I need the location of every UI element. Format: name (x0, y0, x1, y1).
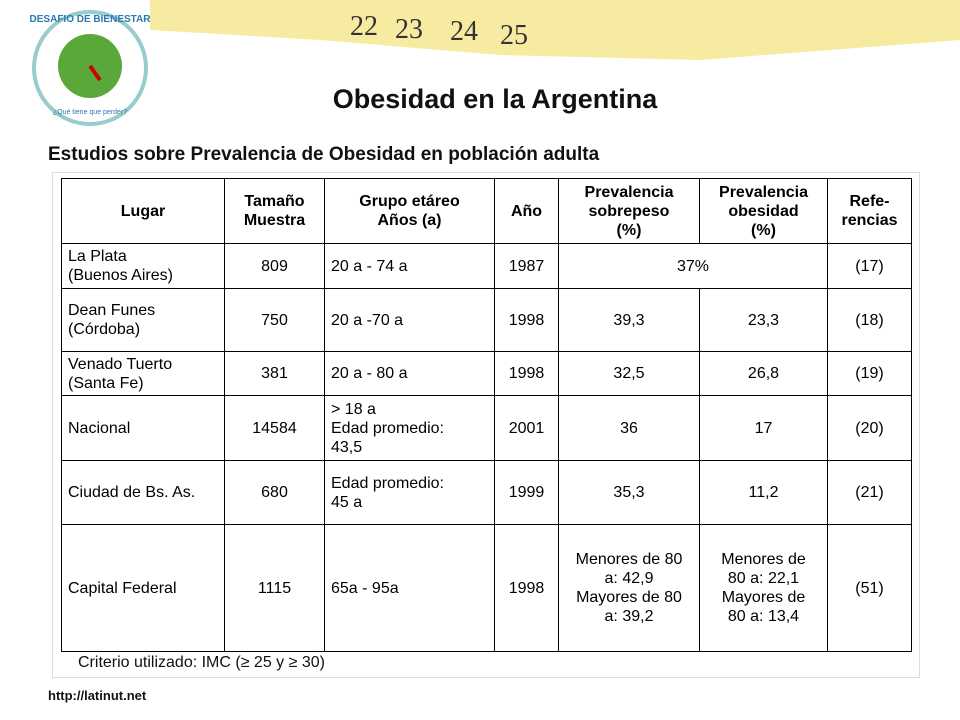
table-row: Venado Tuerto (Santa Fe) 381 20 a - 80 a 19… (61, 351, 912, 396)
table-cell: (19) (827, 351, 912, 396)
table-cell: 36 (558, 395, 700, 461)
table-cell: 39,3 (558, 288, 700, 352)
table-cell: (20) (827, 395, 912, 461)
tape-number: 22 (350, 11, 378, 42)
tape (150, 0, 960, 60)
table-cell: 37% (558, 243, 828, 289)
logo-slogan: ¿Qué tiene que perder? (53, 109, 127, 116)
table-cell: 1999 (494, 460, 559, 525)
table-cell: Menores de 80 a: 42,9 Mayores de 80 a: 3… (558, 524, 700, 652)
table-cell: 20 a - 74 a (324, 243, 495, 289)
table-cell: 11,2 (699, 460, 828, 525)
background-art: 22 23 24 25 DESAFIO DE BIENESTAR ¿Qué ti… (30, 0, 960, 126)
table-row: La Plata (Buenos Aires) 809 20 a - 74 a 198… (61, 243, 912, 289)
table-cell: 26,8 (699, 351, 828, 396)
table: Lugar Tamaño Muestra Grupo etáreo Años (a)… (61, 178, 912, 652)
subtitle: Estudios sobre Prevalencia de Obesidad e… (48, 144, 600, 165)
table-cell: 2001 (494, 395, 559, 461)
table-cell: Ciudad de Bs. As. (61, 460, 225, 525)
table-cell: Dean Funes (Córdoba) (61, 288, 225, 352)
tape-number: 24 (450, 16, 478, 47)
table-cell: 680 (224, 460, 325, 525)
column-header: Año (494, 178, 559, 244)
table-cell: > 18 a Edad promedio: 43,5 (324, 395, 495, 461)
table-cell: (18) (827, 288, 912, 352)
table-cell: 1998 (494, 524, 559, 652)
table-cell: Capital Federal (61, 524, 225, 652)
table-cell: 23,3 (699, 288, 828, 352)
table-cell: 17 (699, 395, 828, 461)
table-cell: 32,5 (558, 351, 700, 396)
tape-number: 23 (395, 14, 423, 45)
table-row: Capital Federal 1115 65a - 95a 1998 Menores … (61, 524, 912, 652)
table-cell: 381 (224, 351, 325, 396)
table-cell: Menores de 80 a: 22,1 Mayores de 80 a: 1… (699, 524, 828, 652)
table-cell: 1998 (494, 288, 559, 352)
table-cell: 750 (224, 288, 325, 352)
column-header: Refe- rencias (827, 178, 912, 244)
column-header: Tamaño Muestra (224, 178, 325, 244)
column-header: Lugar (61, 178, 225, 244)
header-row: Lugar Tamaño Muestra Grupo etáreo Años (a)… (61, 178, 912, 244)
table-cell: 14584 (224, 395, 325, 461)
column-header: Prevalencia sobrepeso (%) (558, 178, 700, 244)
table-cell: 20 a - 80 a (324, 351, 495, 396)
table-cell: 1987 (494, 243, 559, 289)
table-cell: 65a - 95a (324, 524, 495, 652)
table-row: Nacional 14584 > 18 a Edad promedio: 43,5 2… (61, 395, 912, 461)
logo-needle (88, 64, 102, 82)
tape-numbers: 22 23 24 25 (350, 11, 528, 51)
tape-number: 25 (500, 20, 528, 51)
table-panel: Lugar Tamaño Muestra Grupo etáreo Años (a)… (52, 172, 920, 678)
table-cell: 20 a -70 a (324, 288, 495, 352)
title: Obesidad en la Argentina (332, 84, 658, 114)
table-cell: 809 (224, 243, 325, 289)
table-cell: Venado Tuerto (Santa Fe) (61, 351, 225, 396)
source-url: http://latinut.net (48, 688, 147, 703)
table-cell: 1115 (224, 524, 325, 652)
table-cell: 1998 (494, 351, 559, 396)
table-row: Dean Funes (Córdoba) 750 20 a -70 a 1998 39,… (61, 288, 912, 352)
column-header: Grupo etáreo Años (a) (324, 178, 495, 244)
table-cell: Edad promedio: 45 a (324, 460, 495, 525)
logo-name: DESAFIO DE BIENESTAR (30, 14, 152, 25)
table-cell: La Plata (Buenos Aires) (61, 243, 225, 289)
table-cell: (51) (827, 524, 912, 652)
column-header: Prevalencia obesidad (%) (699, 178, 828, 244)
table-note: Criterio utilizado: IMC (≥ 25 y ≥ 30) (78, 654, 325, 671)
table-cell: Nacional (61, 395, 225, 461)
table-cell: (21) (827, 460, 912, 525)
table-cell: (17) (827, 243, 912, 289)
table-cell: 35,3 (558, 460, 700, 525)
